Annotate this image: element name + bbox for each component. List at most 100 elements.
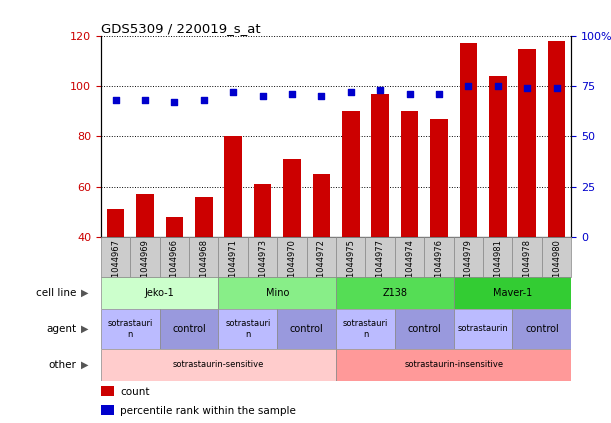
Point — [169, 99, 179, 106]
Bar — [430, 119, 448, 337]
Bar — [395, 309, 454, 349]
Text: GSM1044979: GSM1044979 — [464, 239, 473, 295]
Text: GSM1044981: GSM1044981 — [493, 239, 502, 295]
Text: ▶: ▶ — [81, 360, 88, 370]
Point — [404, 91, 414, 98]
Bar — [159, 237, 189, 277]
Text: GSM1044978: GSM1044978 — [522, 239, 532, 295]
Point — [316, 93, 326, 100]
Bar — [101, 309, 159, 349]
Text: control: control — [525, 324, 558, 334]
Text: sotrastaurin-insensitive: sotrastaurin-insensitive — [404, 360, 503, 369]
Point — [493, 83, 503, 90]
Bar — [542, 237, 571, 277]
Text: GSM1044976: GSM1044976 — [434, 239, 444, 295]
Bar — [101, 237, 130, 277]
Bar — [101, 387, 114, 396]
Text: GSM1044967: GSM1044967 — [111, 239, 120, 295]
Bar — [336, 349, 571, 381]
Text: GSM1044974: GSM1044974 — [405, 239, 414, 295]
Point — [229, 89, 238, 96]
Bar — [453, 237, 483, 277]
Text: count: count — [120, 387, 150, 397]
Point — [140, 97, 150, 104]
Text: ▶: ▶ — [81, 288, 88, 298]
Text: GSM1044969: GSM1044969 — [141, 239, 150, 295]
Text: sotrastaurin: sotrastaurin — [458, 324, 508, 333]
Text: GSM1044973: GSM1044973 — [258, 239, 267, 295]
Text: Maver-1: Maver-1 — [493, 288, 532, 298]
Text: sotrastaurin-sensitive: sotrastaurin-sensitive — [173, 360, 264, 369]
Bar — [166, 217, 183, 337]
Bar — [336, 277, 454, 309]
Point — [522, 85, 532, 92]
Text: GSM1044972: GSM1044972 — [317, 239, 326, 295]
Bar — [342, 111, 359, 337]
Text: control: control — [290, 324, 323, 334]
Bar — [189, 237, 219, 277]
Bar — [489, 76, 507, 337]
Bar — [101, 405, 114, 415]
Text: GSM1044966: GSM1044966 — [170, 239, 179, 295]
Text: control: control — [408, 324, 441, 334]
Text: GSM1044975: GSM1044975 — [346, 239, 355, 295]
Bar — [513, 309, 571, 349]
Bar — [101, 277, 219, 309]
Bar — [248, 237, 277, 277]
Text: control: control — [172, 324, 206, 334]
Bar — [454, 277, 571, 309]
Text: GDS5309 / 220019_s_at: GDS5309 / 220019_s_at — [101, 22, 260, 35]
Text: sotrastauri
n: sotrastauri n — [225, 319, 271, 338]
Bar — [136, 194, 154, 337]
Point — [346, 89, 356, 96]
Bar — [254, 184, 271, 337]
Text: GSM1044971: GSM1044971 — [229, 239, 238, 295]
Bar — [107, 209, 125, 337]
Text: sotrastauri
n: sotrastauri n — [343, 319, 388, 338]
Bar — [101, 349, 336, 381]
Text: GSM1044970: GSM1044970 — [287, 239, 296, 295]
Bar — [277, 309, 336, 349]
Bar — [454, 309, 513, 349]
Bar — [336, 237, 365, 277]
Text: GSM1044977: GSM1044977 — [376, 239, 385, 295]
Bar — [224, 136, 242, 337]
Point — [434, 91, 444, 98]
Bar — [513, 237, 542, 277]
Bar — [219, 277, 336, 309]
Bar — [401, 111, 419, 337]
Bar — [336, 309, 395, 349]
Text: percentile rank within the sample: percentile rank within the sample — [120, 406, 296, 415]
Bar — [283, 159, 301, 337]
Bar — [371, 94, 389, 337]
Bar — [459, 44, 477, 337]
Bar — [518, 49, 536, 337]
Point — [258, 93, 268, 100]
Bar — [483, 237, 513, 277]
Point — [464, 83, 474, 90]
Text: GSM1044980: GSM1044980 — [552, 239, 561, 295]
Text: cell line: cell line — [36, 288, 76, 298]
Point — [552, 85, 562, 92]
Text: Mino: Mino — [266, 288, 289, 298]
Bar — [307, 237, 336, 277]
Bar — [548, 41, 565, 337]
Bar — [395, 237, 424, 277]
Bar — [313, 174, 330, 337]
Bar — [195, 197, 213, 337]
Bar — [277, 237, 307, 277]
Text: GSM1044968: GSM1044968 — [199, 239, 208, 295]
Point — [287, 91, 297, 98]
Bar — [219, 237, 248, 277]
Point — [111, 97, 120, 104]
Text: sotrastauri
n: sotrastauri n — [108, 319, 153, 338]
Point — [199, 97, 208, 104]
Text: Z138: Z138 — [382, 288, 408, 298]
Text: agent: agent — [46, 324, 76, 334]
Bar — [424, 237, 454, 277]
Text: other: other — [48, 360, 76, 370]
Bar — [365, 237, 395, 277]
Point — [375, 87, 385, 93]
Text: Jeko-1: Jeko-1 — [145, 288, 175, 298]
Text: ▶: ▶ — [81, 324, 88, 334]
